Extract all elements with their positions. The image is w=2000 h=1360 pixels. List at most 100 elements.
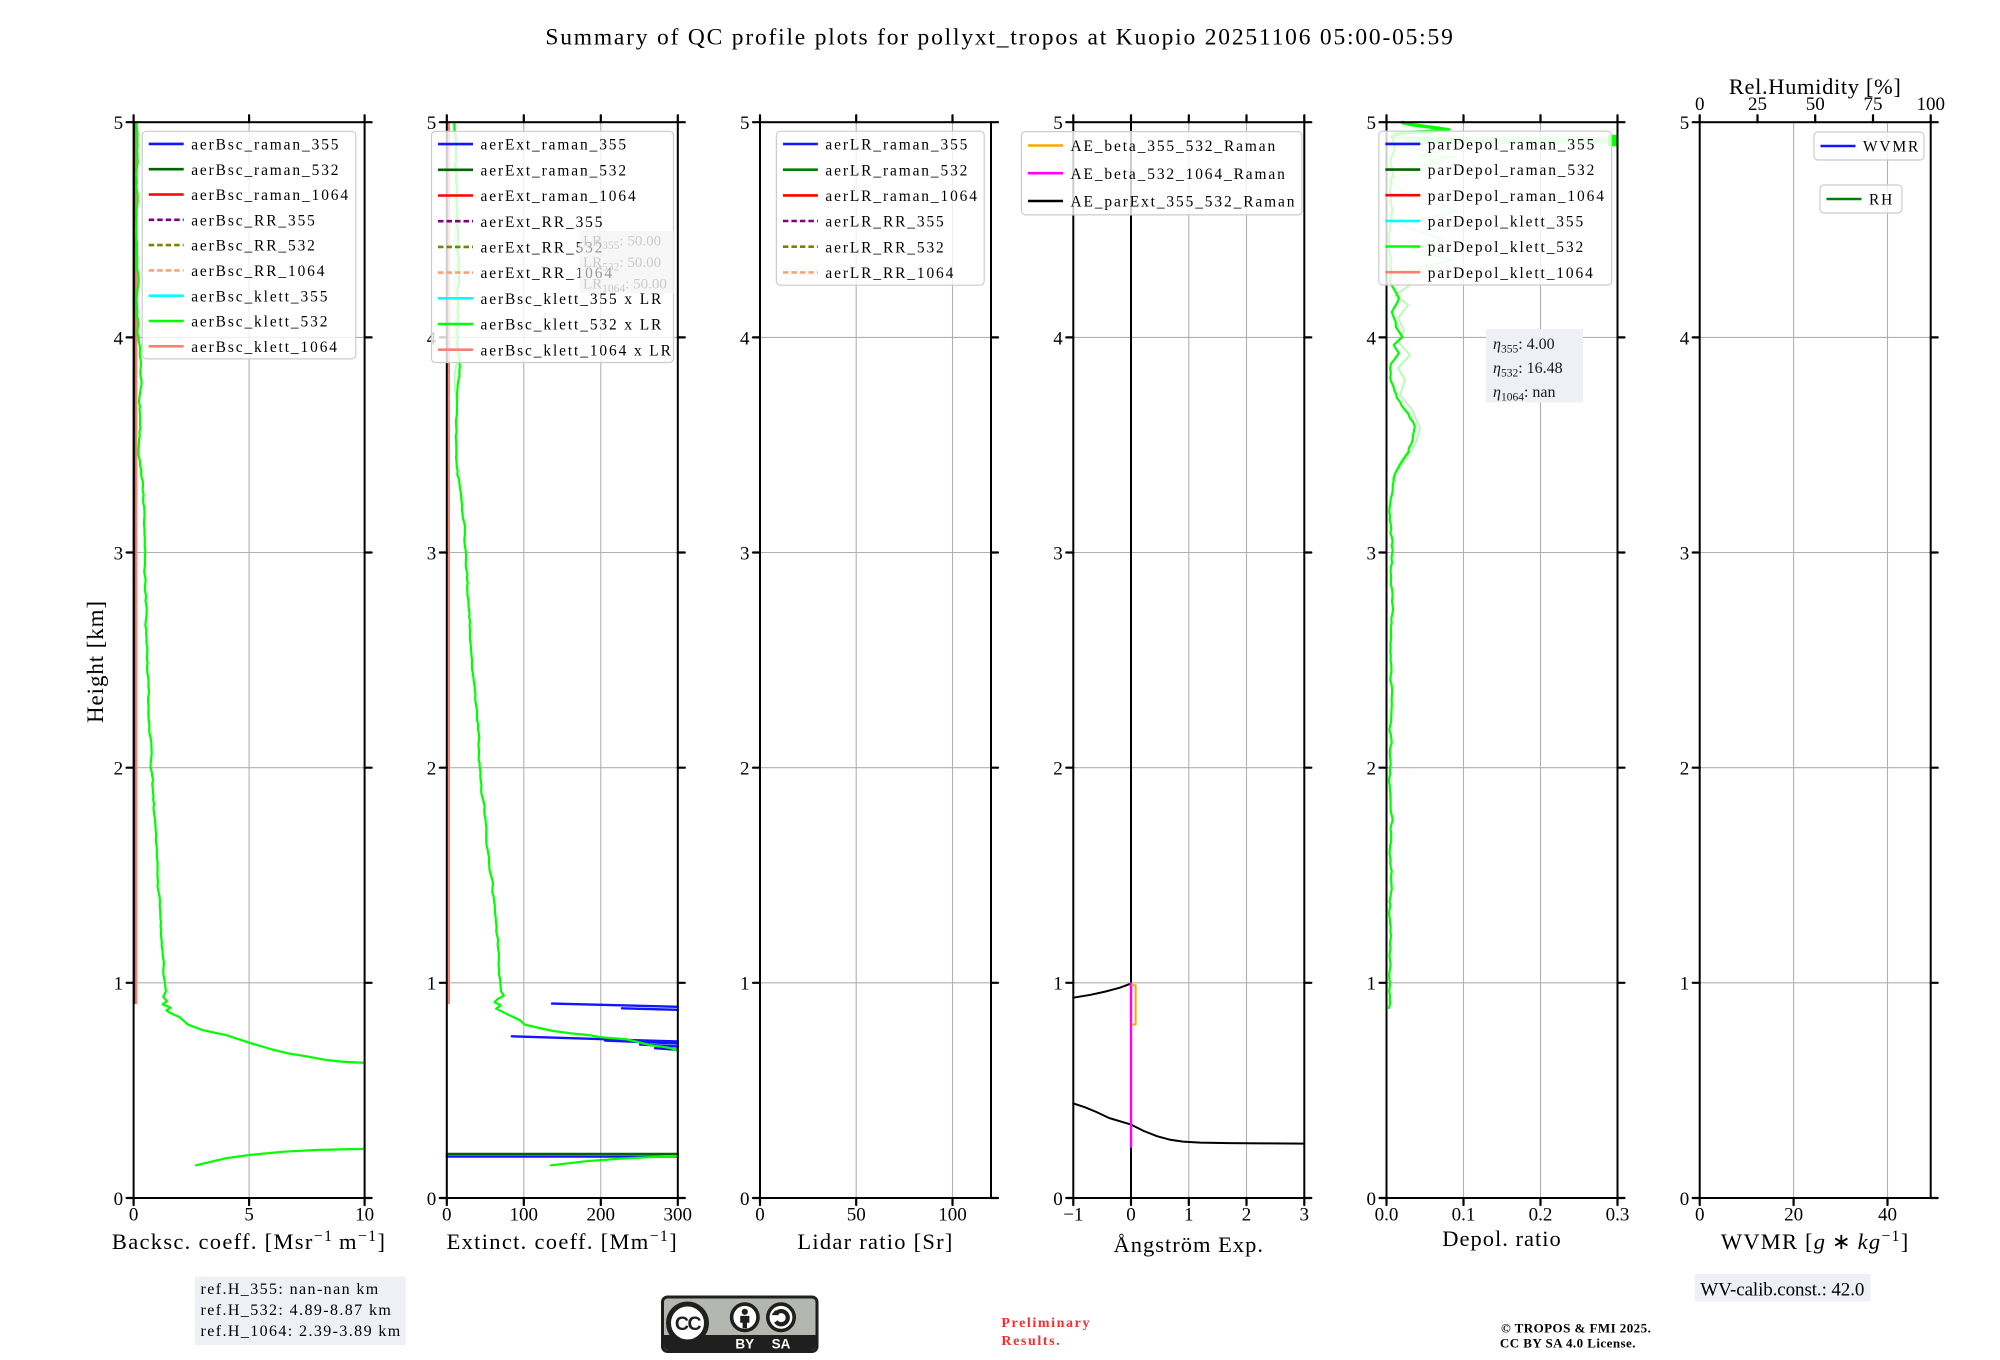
- svg-text:aerBsc_RR_532: aerBsc_RR_532: [191, 238, 317, 255]
- svg-text:20: 20: [1784, 1205, 1803, 1226]
- svg-text:0.0: 0.0: [1375, 1205, 1399, 1226]
- svg-text:η355: 4.00: η355: 4.00: [1493, 336, 1555, 356]
- svg-text:η1064: nan: η1064: nan: [1493, 384, 1555, 404]
- svg-text:3: 3: [740, 543, 750, 564]
- svg-text:2: 2: [1680, 759, 1690, 780]
- svg-text:0: 0: [114, 1189, 124, 1210]
- svg-text:1: 1: [1367, 974, 1377, 995]
- svg-text:25: 25: [1748, 94, 1767, 115]
- svg-text:2: 2: [427, 759, 437, 780]
- svg-text:1: 1: [1184, 1205, 1194, 1226]
- svg-text:0.1: 0.1: [1452, 1205, 1476, 1226]
- svg-text:ref.H_532: 4.89-8.87 km: ref.H_532: 4.89-8.87 km: [201, 1302, 393, 1319]
- svg-text:WVMR [g ∗ kg−1]: WVMR [g ∗ kg−1]: [1721, 1228, 1910, 1254]
- svg-text:100: 100: [510, 1205, 539, 1226]
- svg-text:1: 1: [1053, 974, 1063, 995]
- svg-text:3: 3: [427, 543, 437, 564]
- svg-text:CC BY SA 4.0 License.: CC BY SA 4.0 License.: [1500, 1335, 1636, 1350]
- svg-text:5: 5: [114, 113, 124, 134]
- svg-text:parDepol_klett_532: parDepol_klett_532: [1428, 239, 1585, 256]
- svg-text:AE_beta_355_532_Raman: AE_beta_355_532_Raman: [1071, 138, 1278, 155]
- svg-text:Preliminary: Preliminary: [1001, 1316, 1091, 1331]
- svg-text:aerExt_raman_532: aerExt_raman_532: [481, 162, 629, 179]
- svg-text:4: 4: [1053, 328, 1063, 349]
- svg-text:aerBsc_raman_532: aerBsc_raman_532: [191, 162, 340, 179]
- svg-text:aerLR_raman_532: aerLR_raman_532: [825, 162, 969, 179]
- svg-text:η532: 16.48: η532: 16.48: [1493, 360, 1563, 380]
- svg-text:200: 200: [587, 1205, 616, 1226]
- svg-text:aerBsc_raman_355: aerBsc_raman_355: [191, 137, 340, 154]
- svg-text:3: 3: [114, 543, 124, 564]
- svg-text:AE_parExt_355_532_Raman: AE_parExt_355_532_Raman: [1071, 194, 1297, 211]
- svg-text:100: 100: [1916, 94, 1945, 115]
- svg-text:0: 0: [427, 1189, 437, 1210]
- svg-text:aerBsc_RR_1064: aerBsc_RR_1064: [191, 263, 326, 280]
- svg-text:parDepol_klett_355: parDepol_klett_355: [1428, 214, 1585, 231]
- svg-text:3: 3: [1053, 543, 1063, 564]
- svg-text:aerExt_raman_355: aerExt_raman_355: [481, 137, 629, 154]
- svg-text:aerExt_RR_532: aerExt_RR_532: [481, 240, 605, 257]
- svg-text:aerBsc_klett_355: aerBsc_klett_355: [191, 288, 329, 305]
- svg-text:aerBsc_klett_1064 x LR: aerBsc_klett_1064 x LR: [481, 342, 673, 359]
- svg-text:ref.H_355: nan-nan km: ref.H_355: nan-nan km: [201, 1281, 380, 1298]
- svg-text:SA: SA: [772, 1337, 791, 1352]
- svg-text:0: 0: [1680, 1189, 1690, 1210]
- svg-text:aerExt_raman_1064: aerExt_raman_1064: [481, 188, 638, 205]
- svg-text:parDepol_raman_532: parDepol_raman_532: [1428, 162, 1596, 179]
- svg-text:Depol. ratio: Depol. ratio: [1442, 1226, 1561, 1251]
- svg-text:aerBsc_klett_1064: aerBsc_klett_1064: [191, 339, 339, 356]
- svg-text:5: 5: [1053, 113, 1063, 134]
- svg-text:10: 10: [355, 1205, 374, 1226]
- svg-text:0: 0: [1695, 94, 1705, 115]
- svg-text:0: 0: [740, 1189, 750, 1210]
- svg-text:Results.: Results.: [1001, 1334, 1061, 1349]
- svg-text:4: 4: [1680, 328, 1690, 349]
- svg-text:3: 3: [1300, 1205, 1310, 1226]
- svg-text:LR1064: 50.00: LR1064: 50.00: [583, 277, 667, 296]
- svg-text:aerLR_RR_1064: aerLR_RR_1064: [825, 265, 955, 282]
- svg-text:50: 50: [1806, 94, 1825, 115]
- svg-text:CC: CC: [675, 1313, 702, 1335]
- svg-text:0: 0: [1695, 1205, 1705, 1226]
- svg-text:1: 1: [114, 974, 124, 995]
- svg-text:2: 2: [1367, 759, 1377, 780]
- svg-text:aerBsc_klett_355 x LR: aerBsc_klett_355 x LR: [481, 291, 664, 308]
- svg-text:4: 4: [740, 328, 750, 349]
- svg-text:parDepol_raman_355: parDepol_raman_355: [1428, 137, 1596, 154]
- svg-text:Lidar ratio [Sr]: Lidar ratio [Sr]: [797, 1229, 953, 1254]
- svg-text:0.3: 0.3: [1606, 1205, 1630, 1226]
- svg-text:−1: −1: [1063, 1205, 1083, 1226]
- svg-text:aerBsc_RR_355: aerBsc_RR_355: [191, 212, 317, 229]
- svg-text:2: 2: [1053, 759, 1063, 780]
- svg-text:2: 2: [1242, 1205, 1252, 1226]
- svg-text:3: 3: [1680, 543, 1690, 564]
- svg-text:LR355: 50.00: LR355: 50.00: [583, 234, 661, 253]
- svg-text:5: 5: [244, 1205, 254, 1226]
- svg-text:aerExt_RR_355: aerExt_RR_355: [481, 214, 605, 231]
- svg-text:50: 50: [847, 1205, 866, 1226]
- svg-text:WV-calib.const.: 42.0: WV-calib.const.: 42.0: [1700, 1280, 1864, 1301]
- svg-text:© TROPOS & FMI 2025.: © TROPOS & FMI 2025.: [1501, 1321, 1651, 1336]
- svg-text:aerLR_RR_532: aerLR_RR_532: [825, 239, 945, 256]
- svg-text:aerLR_raman_1064: aerLR_raman_1064: [825, 188, 978, 205]
- svg-text:aerBsc_raman_1064: aerBsc_raman_1064: [191, 187, 350, 204]
- svg-text:0: 0: [442, 1205, 452, 1226]
- svg-text:0: 0: [755, 1205, 765, 1226]
- svg-text:AE_beta_532_1064_Raman: AE_beta_532_1064_Raman: [1071, 166, 1287, 183]
- svg-text:0: 0: [129, 1205, 139, 1226]
- svg-text:0: 0: [1126, 1205, 1136, 1226]
- svg-text:Height [km]: Height [km]: [83, 600, 108, 723]
- svg-text:Extinct. coeff. [Mm−1]: Extinct. coeff. [Mm−1]: [447, 1228, 678, 1254]
- svg-text:Summary of QC profile plots fo: Summary of QC profile plots for pollyxt_…: [545, 25, 1454, 51]
- svg-text:parDepol_raman_1064: parDepol_raman_1064: [1428, 188, 1606, 205]
- svg-text:BY: BY: [735, 1337, 754, 1352]
- svg-text:40: 40: [1878, 1205, 1897, 1226]
- svg-text:WVMR: WVMR: [1863, 139, 1920, 156]
- svg-text:4: 4: [1367, 328, 1377, 349]
- svg-text:parDepol_klett_1064: parDepol_klett_1064: [1428, 265, 1595, 282]
- svg-text:1: 1: [427, 974, 437, 995]
- svg-text:4: 4: [114, 328, 124, 349]
- svg-text:aerLR_RR_355: aerLR_RR_355: [825, 214, 945, 231]
- svg-text:5: 5: [740, 113, 750, 134]
- svg-text:300: 300: [664, 1205, 693, 1226]
